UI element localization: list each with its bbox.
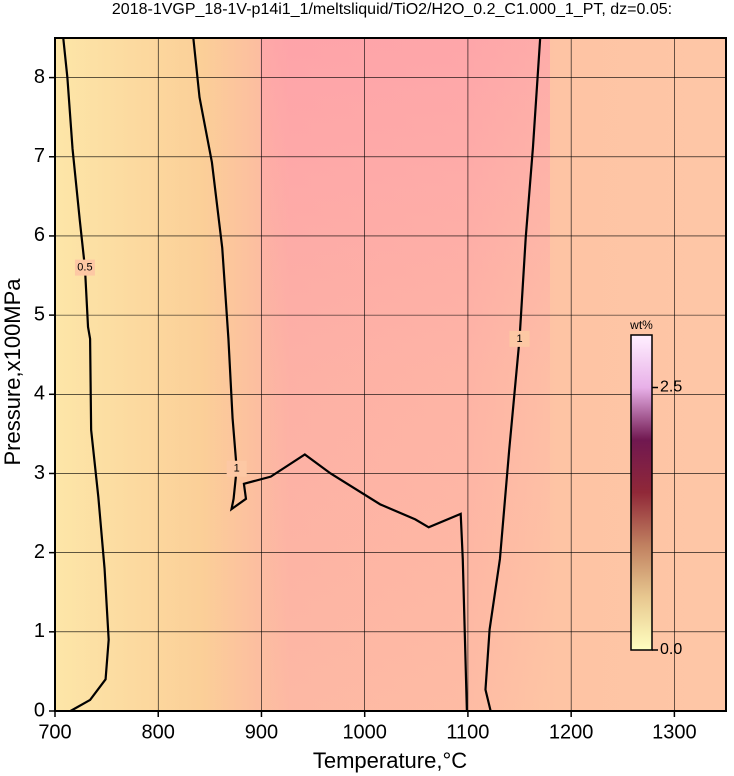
colorbar-scale (630, 334, 653, 651)
contour-line (62, 37, 110, 712)
contour-line (484, 37, 542, 712)
y-tick-label: 2 (34, 541, 45, 563)
x-tick-label: 1200 (549, 721, 594, 743)
contour-label-bg (74, 259, 95, 276)
x-tick-label: 800 (142, 721, 175, 743)
contours: 0.5 1 1 (62, 37, 542, 712)
x-tick-label: 700 (38, 721, 71, 743)
x-axis-label: Temperature,°C (313, 748, 467, 773)
frame (54, 37, 727, 712)
colorbar-tick-label: 2.5 (660, 379, 682, 396)
colorbar-label: wt% (629, 318, 653, 332)
contour-label: 1 (234, 463, 240, 475)
y-tick-label: 1 (34, 620, 45, 642)
y-tick-label: 6 (34, 224, 45, 246)
contour-line (192, 37, 468, 712)
y-tick-label: 5 (34, 303, 45, 325)
y-axis-label: Pressure,x100MPa (0, 278, 25, 466)
x-tick-label: 1000 (342, 721, 387, 743)
colorbar: wt% 0.0 2.5 (629, 318, 682, 658)
x-tick-label: 1100 (446, 721, 489, 743)
y-tick-label: 7 (34, 145, 45, 167)
y-tick-label: 8 (34, 66, 45, 88)
contour-label-bg (509, 330, 530, 347)
contour-label-bg (226, 460, 247, 477)
colorbar-tick-label: 0.0 (660, 641, 682, 658)
y-tick-label: 4 (34, 383, 45, 405)
field-shade (260, 38, 550, 711)
x-tick-label: 1300 (652, 721, 697, 743)
y-tick-label: 3 (34, 462, 45, 484)
y-tick-label: 0 (34, 699, 45, 721)
chart-title: 2018-1VGP_18-1V-p14i1_1/meltsliquid/TiO2… (112, 1, 672, 18)
contour-label: 1 (516, 333, 522, 345)
x-tick-label: 900 (245, 721, 278, 743)
ticks: 700 800 900 1000 1100 1200 1300 0 1 2 3 4 5 6 7 8 (34, 66, 697, 743)
contour-label: 0.5 (77, 262, 92, 274)
